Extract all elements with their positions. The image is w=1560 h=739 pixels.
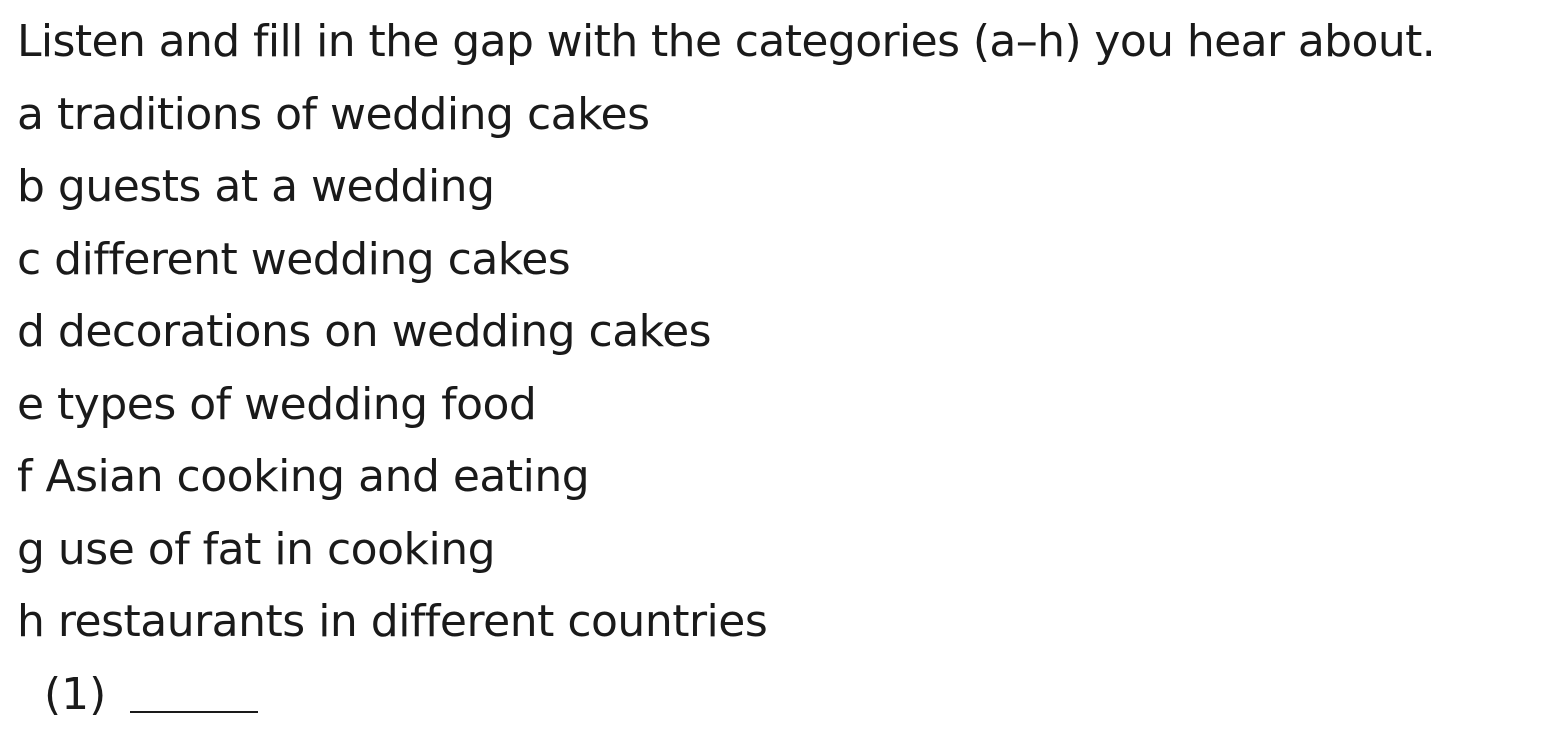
instruction-text: Listen and fill in the gap with the cate… <box>17 16 1436 67</box>
answer-blank[interactable] <box>130 710 259 713</box>
answer-row: (1) <box>17 659 1547 732</box>
options-list: a traditions of wedding cakes b guests a… <box>17 79 1547 659</box>
option-c: c different wedding cakes <box>17 233 571 285</box>
option-h: h restaurants in different countries <box>17 596 768 647</box>
option-d: d decorations on wedding cakes <box>17 306 712 357</box>
option-e: e types of wedding food <box>17 378 537 430</box>
option-b: b guests at a wedding <box>17 161 495 212</box>
answer-number: (1) <box>44 668 107 720</box>
exercise: Listen and fill in the gap with the cate… <box>17 6 1547 731</box>
option-g: g use of fat in cooking <box>17 523 496 575</box>
option-f: f Asian cooking and eating <box>17 451 590 502</box>
option-a: a traditions of wedding cakes <box>17 88 650 140</box>
